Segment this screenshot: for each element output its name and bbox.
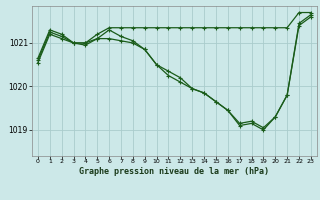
X-axis label: Graphe pression niveau de la mer (hPa): Graphe pression niveau de la mer (hPa) [79,167,269,176]
